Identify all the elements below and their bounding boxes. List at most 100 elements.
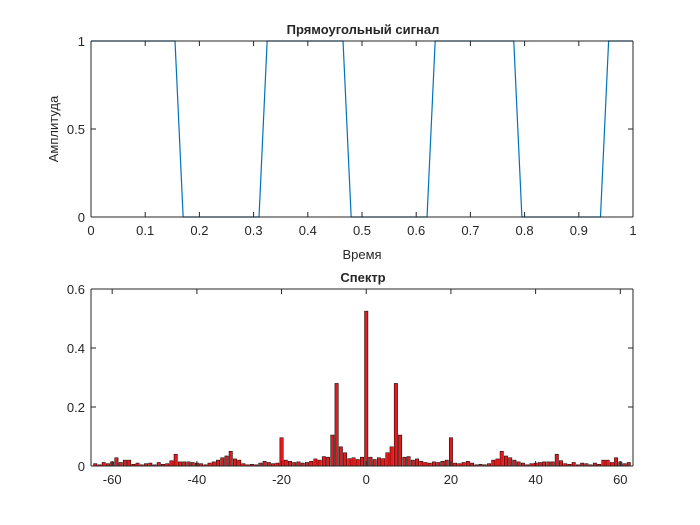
spectrum-bar — [364, 310, 369, 467]
spectrum-x-tick-label: 60 — [613, 472, 627, 487]
spectrum-x-ticks: -60 -40 -20 0 20 40 60 — [103, 289, 628, 487]
spectrum-bar — [334, 383, 339, 467]
spectrum-bar — [423, 462, 428, 467]
spectrum-bar — [609, 462, 614, 467]
spectrum-bar — [465, 461, 470, 467]
signal-x-tick-label: 0.2 — [190, 223, 208, 238]
spectrum-bar — [309, 461, 314, 467]
spectrum-bar — [393, 383, 398, 467]
spectrum-title: Спектр — [340, 270, 385, 285]
spectrum-x-tick-label: 0 — [363, 472, 370, 487]
spectrum-y-ticks: 0 0.2 0.4 0.6 — [67, 282, 633, 474]
signal-axes: Прямоугольный сигнал 0 0.1 0.2 0.3 0.4 0.5 0.6… — [46, 22, 637, 262]
spectrum-bar — [368, 456, 373, 467]
signal-x-tick-label: 0.1 — [136, 223, 154, 238]
spectrum-bar — [101, 462, 106, 467]
spectrum-bar — [461, 462, 466, 467]
spectrum-bar — [504, 455, 508, 467]
spectrum-bar — [313, 458, 318, 467]
spectrum-bar — [419, 461, 424, 467]
spectrum-bar — [186, 461, 191, 467]
spectrum-bar — [338, 446, 343, 467]
spectrum-bar — [237, 459, 242, 467]
signal-x-tick-label: 0.7 — [461, 223, 479, 238]
spectrum-bar — [546, 461, 551, 467]
signal-x-tick-label: 0 — [87, 223, 94, 238]
signal-x-ticks: 0 0.1 0.2 0.3 0.4 0.5 0.6 0.7 0.8 0.9 1 — [87, 41, 637, 238]
spectrum-bar — [216, 459, 220, 467]
signal-title: Прямоугольный сигнал — [287, 22, 440, 37]
signal-x-tick-label: 0.8 — [516, 223, 534, 238]
spectrum-bar — [156, 462, 161, 467]
spectrum-x-tick-label: 20 — [444, 472, 458, 487]
spectrum-bar — [182, 461, 187, 467]
spectrum-bar — [118, 462, 123, 467]
spectrum-bar — [499, 451, 504, 467]
spectrum-bar — [190, 462, 195, 467]
spectrum-bar — [410, 459, 415, 467]
spectrum-bar — [266, 462, 271, 467]
spectrum-bar — [389, 446, 394, 467]
spectrum-bar — [343, 452, 348, 467]
spectrum-x-tick-label: 40 — [528, 472, 542, 487]
spectrum-bar — [177, 461, 182, 467]
spectrum-bar — [605, 459, 610, 467]
spectrum-axes-frame — [90, 288, 634, 467]
spectrum-bar — [292, 462, 297, 467]
spectrum-bar — [601, 459, 606, 467]
spectrum-bar — [385, 452, 390, 467]
spectrum-bar — [440, 461, 445, 467]
spectrum-x-tick-label: -40 — [187, 472, 206, 487]
spectrum-bar — [554, 453, 559, 467]
spectrum-bar — [305, 462, 309, 467]
spectrum-bar — [516, 461, 521, 467]
signal-y-tick-label: 0.5 — [67, 122, 85, 137]
spectrum-bar — [495, 458, 500, 467]
spectrum-bar — [398, 434, 403, 467]
spectrum-bar — [173, 453, 178, 467]
signal-y-tick-label: 0 — [78, 210, 85, 225]
signal-x-tick-label: 0.6 — [407, 223, 425, 238]
spectrum-bar — [559, 460, 563, 467]
spectrum-bar — [436, 462, 441, 467]
signal-y-tick-label: 1 — [78, 34, 85, 49]
spectrum-bar — [321, 456, 326, 467]
spectrum-bars-group — [93, 310, 631, 467]
spectrum-bar — [508, 457, 513, 467]
signal-x-tick-label: 0.5 — [353, 223, 371, 238]
spectrum-bar — [326, 456, 331, 467]
spectrum-y-tick-label: 0.2 — [67, 400, 85, 415]
spectrum-bar — [614, 457, 619, 467]
spectrum-bar — [432, 461, 436, 467]
signal-plot-area — [91, 41, 633, 217]
spectrum-y-tick-label: 0 — [78, 459, 85, 474]
spectrum-bar — [626, 462, 631, 467]
signal-x-tick-label: 0.4 — [299, 223, 317, 238]
spectrum-bar — [262, 461, 267, 467]
spectrum-bar — [537, 462, 542, 467]
signal-x-tick-label: 1 — [629, 223, 636, 238]
signal-x-tick-label: 0.3 — [245, 223, 263, 238]
spectrum-bar — [360, 456, 364, 467]
spectrum-bar — [571, 462, 576, 467]
spectrum-x-tick-label: -20 — [272, 472, 291, 487]
spectrum-bar — [542, 461, 547, 467]
spectrum-bar — [376, 457, 381, 467]
spectrum-bar — [317, 459, 322, 467]
spectrum-bar — [296, 461, 301, 467]
spectrum-bar — [415, 458, 419, 467]
spectrum-bar — [114, 457, 119, 467]
signal-x-axis-label: Время — [342, 247, 381, 262]
spectrum-bar — [512, 459, 517, 467]
spectrum-y-tick-label: 0.6 — [67, 282, 85, 297]
spectrum-bar — [550, 461, 555, 467]
spectrum-bar — [402, 456, 407, 467]
spectrum-y-tick-label: 0.4 — [67, 341, 85, 356]
spectrum-bar — [233, 458, 237, 467]
spectrum-bar — [211, 461, 216, 467]
spectrum-plot-area — [91, 289, 633, 466]
spectrum-bar — [169, 460, 174, 467]
spectrum-bar — [491, 459, 496, 467]
spectrum-bar — [220, 457, 225, 467]
